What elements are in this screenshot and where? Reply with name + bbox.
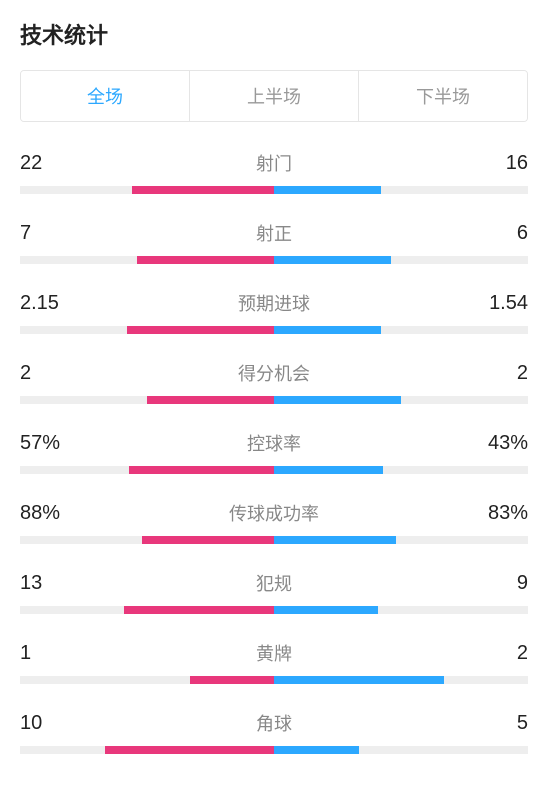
stat-row: 2.15预期进球1.54 xyxy=(20,290,528,334)
stat-bar-left xyxy=(132,186,274,194)
stat-right-value: 2 xyxy=(468,642,528,665)
stat-label: 预期进球 xyxy=(80,290,468,316)
stat-right-value: 5 xyxy=(468,712,528,735)
stat-label: 控球率 xyxy=(80,430,468,456)
tab-full[interactable]: 全场 xyxy=(21,71,189,121)
stat-bar-right xyxy=(274,536,396,544)
stat-left-value: 7 xyxy=(20,222,80,245)
stat-left-value: 2.15 xyxy=(20,292,80,315)
stat-bar-right xyxy=(274,676,444,684)
stat-header: 22射门16 xyxy=(20,150,528,176)
stat-left-value: 88% xyxy=(20,502,80,525)
stats-container: 技术统计 全场 上半场 下半场 22射门167射正62.15预期进球1.542得… xyxy=(0,0,548,754)
stat-bar-left xyxy=(147,396,274,404)
stat-header: 88%传球成功率83% xyxy=(20,500,528,526)
tab-first-half[interactable]: 上半场 xyxy=(189,71,358,121)
stat-row: 22射门16 xyxy=(20,150,528,194)
stat-bar-left xyxy=(142,536,274,544)
stat-bar-left xyxy=(124,606,274,614)
stat-bar-track xyxy=(20,256,528,264)
stat-bar-track xyxy=(20,396,528,404)
stat-row: 7射正6 xyxy=(20,220,528,264)
stat-bar-right xyxy=(274,466,383,474)
stat-label: 黄牌 xyxy=(80,640,468,666)
stat-label: 射门 xyxy=(80,150,468,176)
stat-bar-right xyxy=(274,186,381,194)
tab-second-half[interactable]: 下半场 xyxy=(358,71,527,121)
stat-header: 2.15预期进球1.54 xyxy=(20,290,528,316)
stat-row: 88%传球成功率83% xyxy=(20,500,528,544)
stat-header: 57%控球率43% xyxy=(20,430,528,456)
stat-header: 10角球5 xyxy=(20,710,528,736)
stat-bar-left xyxy=(137,256,274,264)
stat-right-value: 9 xyxy=(468,572,528,595)
stat-left-value: 10 xyxy=(20,712,80,735)
stat-bar-track xyxy=(20,326,528,334)
stat-bar-right xyxy=(274,256,391,264)
stat-right-value: 16 xyxy=(468,152,528,175)
stat-row: 1黄牌2 xyxy=(20,640,528,684)
stat-header: 1黄牌2 xyxy=(20,640,528,666)
stat-bar-track xyxy=(20,676,528,684)
stat-right-value: 2 xyxy=(468,362,528,385)
stat-row: 2得分机会2 xyxy=(20,360,528,404)
stat-bar-track xyxy=(20,606,528,614)
stat-bar-track xyxy=(20,746,528,754)
stat-right-value: 1.54 xyxy=(468,292,528,315)
stat-bar-right xyxy=(274,396,401,404)
stat-bar-left xyxy=(105,746,274,754)
stat-bar-left xyxy=(127,326,274,334)
stat-row: 57%控球率43% xyxy=(20,430,528,474)
stat-left-value: 57% xyxy=(20,432,80,455)
stat-header: 13犯规9 xyxy=(20,570,528,596)
stat-bar-left xyxy=(190,676,274,684)
stat-right-value: 6 xyxy=(468,222,528,245)
stat-header: 7射正6 xyxy=(20,220,528,246)
stat-left-value: 22 xyxy=(20,152,80,175)
stat-label: 得分机会 xyxy=(80,360,468,386)
stat-left-value: 1 xyxy=(20,642,80,665)
stat-row: 10角球5 xyxy=(20,710,528,754)
stat-label: 射正 xyxy=(80,220,468,246)
stat-bar-track xyxy=(20,186,528,194)
page-title: 技术统计 xyxy=(20,18,528,50)
stat-label: 角球 xyxy=(80,710,468,736)
stats-list: 22射门167射正62.15预期进球1.542得分机会257%控球率43%88%… xyxy=(20,150,528,754)
stat-bar-right xyxy=(274,606,378,614)
stat-bar-left xyxy=(129,466,274,474)
stat-left-value: 13 xyxy=(20,572,80,595)
stat-bar-track xyxy=(20,466,528,474)
stat-header: 2得分机会2 xyxy=(20,360,528,386)
stat-right-value: 43% xyxy=(468,432,528,455)
stat-bar-track xyxy=(20,536,528,544)
stat-label: 传球成功率 xyxy=(80,500,468,526)
stat-row: 13犯规9 xyxy=(20,570,528,614)
stat-bar-right xyxy=(274,326,381,334)
period-tabs: 全场 上半场 下半场 xyxy=(20,70,528,122)
stat-right-value: 83% xyxy=(468,502,528,525)
stat-bar-right xyxy=(274,746,359,754)
stat-left-value: 2 xyxy=(20,362,80,385)
stat-label: 犯规 xyxy=(80,570,468,596)
